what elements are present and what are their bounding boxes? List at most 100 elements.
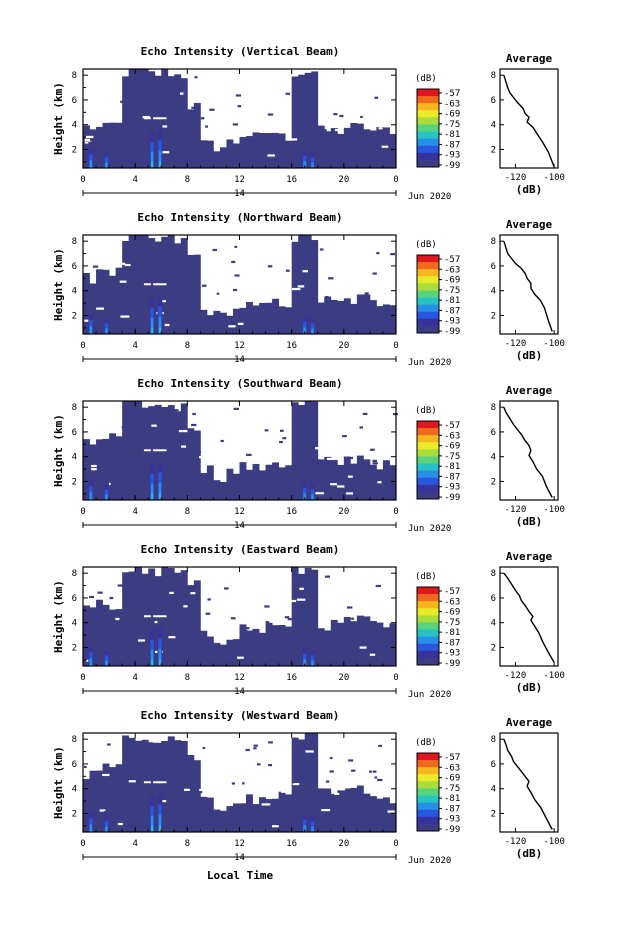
echo-speckle (304, 450, 309, 453)
echo-gap (137, 639, 145, 642)
echo-column (83, 778, 90, 832)
echo-gap (229, 612, 234, 615)
echo-column (330, 299, 338, 334)
echo-speckle (304, 422, 308, 425)
echo-speckle (296, 615, 299, 618)
precip-streak (89, 326, 93, 334)
echo-speckle (351, 617, 355, 620)
precip-streak (151, 161, 154, 168)
avg-x-tick-label: -120 (505, 505, 527, 515)
echo-column (128, 401, 136, 500)
avg-y-tick-label: 8 (491, 71, 496, 81)
echo-speckle (296, 123, 301, 126)
x-tick-label: 12 (234, 839, 245, 849)
echo-speckle (329, 770, 334, 773)
echo-column (187, 254, 195, 334)
echo-gap (378, 127, 383, 130)
echo-speckle (279, 429, 284, 432)
precip-streak (151, 493, 154, 500)
echo-speckle (87, 289, 91, 292)
x-tick-label: 0 (393, 839, 398, 849)
colorbar-tick-label: -87 (444, 804, 460, 814)
echo-column (311, 71, 319, 168)
echo-column (148, 71, 156, 168)
colorbar-swatch (417, 823, 439, 832)
echo-gap (267, 154, 275, 157)
colorbar-tick-label: -93 (444, 317, 460, 327)
x-tick-label: 8 (185, 175, 190, 185)
echo-column (96, 770, 103, 832)
echo-gap (200, 462, 206, 466)
average-frame (499, 400, 559, 501)
echo-gap (381, 145, 389, 148)
echo-column (356, 455, 364, 500)
precip-streak (159, 493, 161, 500)
echo-gap (239, 276, 246, 279)
colorbar-swatch (417, 608, 439, 616)
echo-column (259, 302, 266, 334)
x-tick-label: 12 (234, 341, 245, 351)
precip-streak (158, 814, 162, 832)
colorbar-frame (416, 254, 440, 334)
precip-streak (158, 316, 162, 334)
echo-gap (350, 288, 356, 291)
echo-gap (290, 138, 298, 141)
echo-gap (274, 105, 280, 108)
echo-speckle (362, 412, 368, 416)
echo-speckle (313, 619, 317, 622)
echo-speckle (176, 579, 181, 582)
precip-streak (311, 162, 314, 168)
echo-gap (247, 771, 255, 774)
echo-column (350, 123, 358, 168)
echo-gap (237, 656, 244, 659)
echo-gap (209, 292, 214, 295)
echo-column (180, 403, 188, 500)
colorbar-swatch (417, 131, 439, 140)
echo-column (343, 298, 351, 334)
avg-x-tick-label: -120 (505, 671, 527, 681)
echo-column (206, 465, 214, 500)
echo-column (330, 459, 338, 500)
panel-title: Echo Intensity (Westward Beam) (141, 709, 340, 722)
precip-streak (158, 150, 162, 168)
colorbar-tick-label: -75 (444, 120, 460, 130)
echo-column (246, 301, 253, 334)
colorbar-swatch (417, 657, 439, 666)
echo-column (180, 740, 188, 832)
echo-speckle (163, 410, 169, 413)
colorbar-swatch (417, 636, 439, 645)
echo-speckle (174, 409, 179, 412)
echo-speckle (253, 744, 258, 747)
date-label: Jun 2020 (408, 524, 451, 534)
echo-gap (296, 598, 306, 601)
x-tick-label: 20 (338, 673, 349, 683)
echo-gap (117, 822, 123, 826)
echo-gap (99, 809, 106, 812)
echo-speckle (264, 429, 269, 432)
echo-column (200, 796, 208, 832)
echo-column (304, 72, 312, 168)
echo-gap (206, 774, 211, 777)
avg-x-tick-label: -120 (505, 837, 527, 847)
echo-column (148, 568, 156, 666)
echo-gap (341, 788, 346, 791)
echo-column (350, 621, 358, 666)
colorbar-swatch (417, 276, 439, 284)
bright-band (159, 615, 167, 618)
echo-column (174, 411, 182, 500)
colorbar-unit: (dB) (415, 74, 437, 84)
echo-column (96, 126, 103, 168)
echo-gap (393, 263, 402, 266)
average-profile-line (503, 572, 555, 663)
precip-streak (150, 483, 154, 500)
echo-column (239, 803, 247, 832)
colorbar-tick-label: -75 (444, 784, 460, 794)
echo-speckle (185, 617, 189, 621)
colorbar-tick-label: -99 (444, 327, 460, 337)
echo-gap (208, 105, 214, 108)
echo-gap (334, 128, 342, 132)
colorbar-swatch (417, 283, 439, 291)
y-axis-label: Height (km) (52, 248, 65, 321)
echo-column (219, 644, 227, 666)
echo-speckle (83, 765, 87, 769)
